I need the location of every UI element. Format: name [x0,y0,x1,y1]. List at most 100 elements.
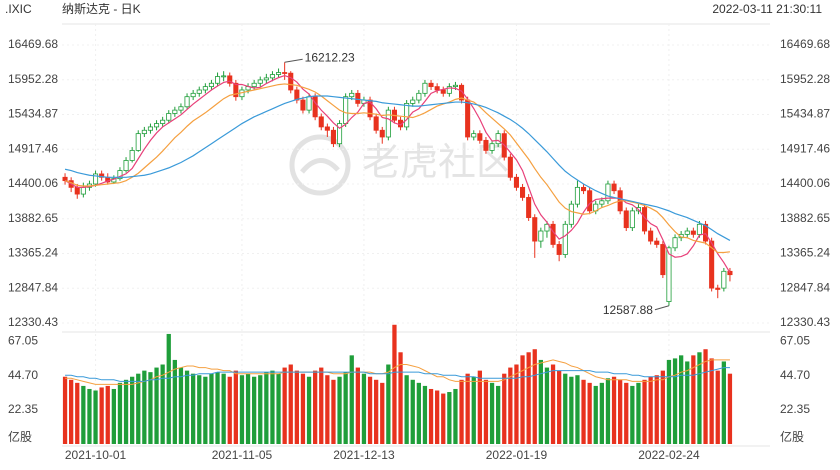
volume-bar [575,375,580,444]
volume-bar [563,373,568,444]
candle-body [477,133,483,141]
volume-bar [136,373,141,444]
volume-bar [483,379,489,444]
candle-body [337,123,343,145]
candle-body [660,244,666,276]
volume-bar [526,352,531,444]
candle-body [690,230,696,235]
volume-bar [166,333,171,444]
volume-bar [489,382,495,444]
volume-bar [178,367,184,444]
candle-body [251,82,257,88]
volume-bar [87,388,92,444]
candle-body [648,230,654,242]
volume-bar [465,373,470,444]
volume-bar [221,373,226,444]
volume-bar [477,370,482,444]
volume-bar [288,364,293,444]
volume-bar [618,379,623,444]
volume-bar [679,355,684,444]
watermark-logo [289,134,351,196]
candle-body [471,133,477,138]
volume-bar [300,373,306,444]
candle-body [215,76,221,84]
volume-bar [557,370,562,444]
volume-bar [337,376,342,444]
candle-body [721,270,727,289]
volume-bar [672,358,678,444]
volume-bar [605,378,611,444]
volume-bar [422,385,428,444]
candle-body [221,75,227,78]
candle-body [574,186,580,205]
candle-body [556,244,562,255]
volume-tick-label: 亿股 [8,429,32,444]
volume-bar [398,352,403,444]
volume-bar [550,364,556,444]
volume-bar [435,390,440,444]
x-tick-label: 2021-12-13 [333,448,395,462]
volume-bar [148,372,153,444]
volume-bar [233,370,238,444]
volume-bar [99,387,104,444]
volume-bar [691,355,696,444]
volume-bar [502,373,507,444]
volume-bar [727,373,733,444]
volume-bar [660,370,665,444]
candle-body [373,116,379,131]
volume-bar [374,379,379,444]
volume-bar [471,376,476,444]
volume-bar [428,388,434,444]
volume-bar [160,364,165,444]
volume-bar [642,379,647,444]
volume-bar [197,375,202,444]
volume-bar [319,367,324,444]
y-tick-label: 14400.06 [8,176,58,190]
candle-body [80,186,86,195]
candle-body [696,223,702,235]
y-tick-label: 15434.87 [780,107,830,121]
volume-bar [313,370,318,444]
volume-bar [355,367,360,444]
y-tick-label: 14917.46 [780,141,830,155]
volume-bar [544,367,550,444]
candle-body [300,99,306,111]
volume-bar [447,392,452,444]
y-tick-label: 15952.28 [780,72,830,86]
candle-body [172,109,178,114]
candle-body [416,92,422,101]
candle-body [434,86,440,91]
volume-bar [496,385,501,444]
candle-body [141,129,147,135]
candle-body [294,89,300,101]
candle-body [276,72,282,75]
candle-body [465,99,471,138]
volume-bar [587,382,592,444]
candle-body [459,84,465,101]
candle-body [208,82,214,88]
candle-body [135,133,141,151]
candle-body [257,79,263,84]
volume-bar [386,364,391,444]
volume-bar [93,390,98,444]
candle-body [611,183,617,192]
candle-body [330,129,336,145]
volume-bar [520,355,525,444]
candle-body [269,74,275,79]
candle-body [184,96,190,108]
candle-body [282,72,288,74]
x-tick-label: 2021-11-05 [212,448,273,462]
candle-body [93,173,99,185]
timestamp: 2022-03-11 21:30:11 [712,2,822,16]
volume-bar [611,376,617,444]
candle-body [129,150,135,161]
candle-body [202,86,208,91]
volume-bar [123,379,129,444]
moving-average-line [64,95,731,241]
volume-bar [624,382,629,444]
volume-bar [75,382,80,444]
volume-tick-label: 22.35 [8,402,38,416]
volume-bar [325,375,330,444]
volume-bar [105,385,110,444]
